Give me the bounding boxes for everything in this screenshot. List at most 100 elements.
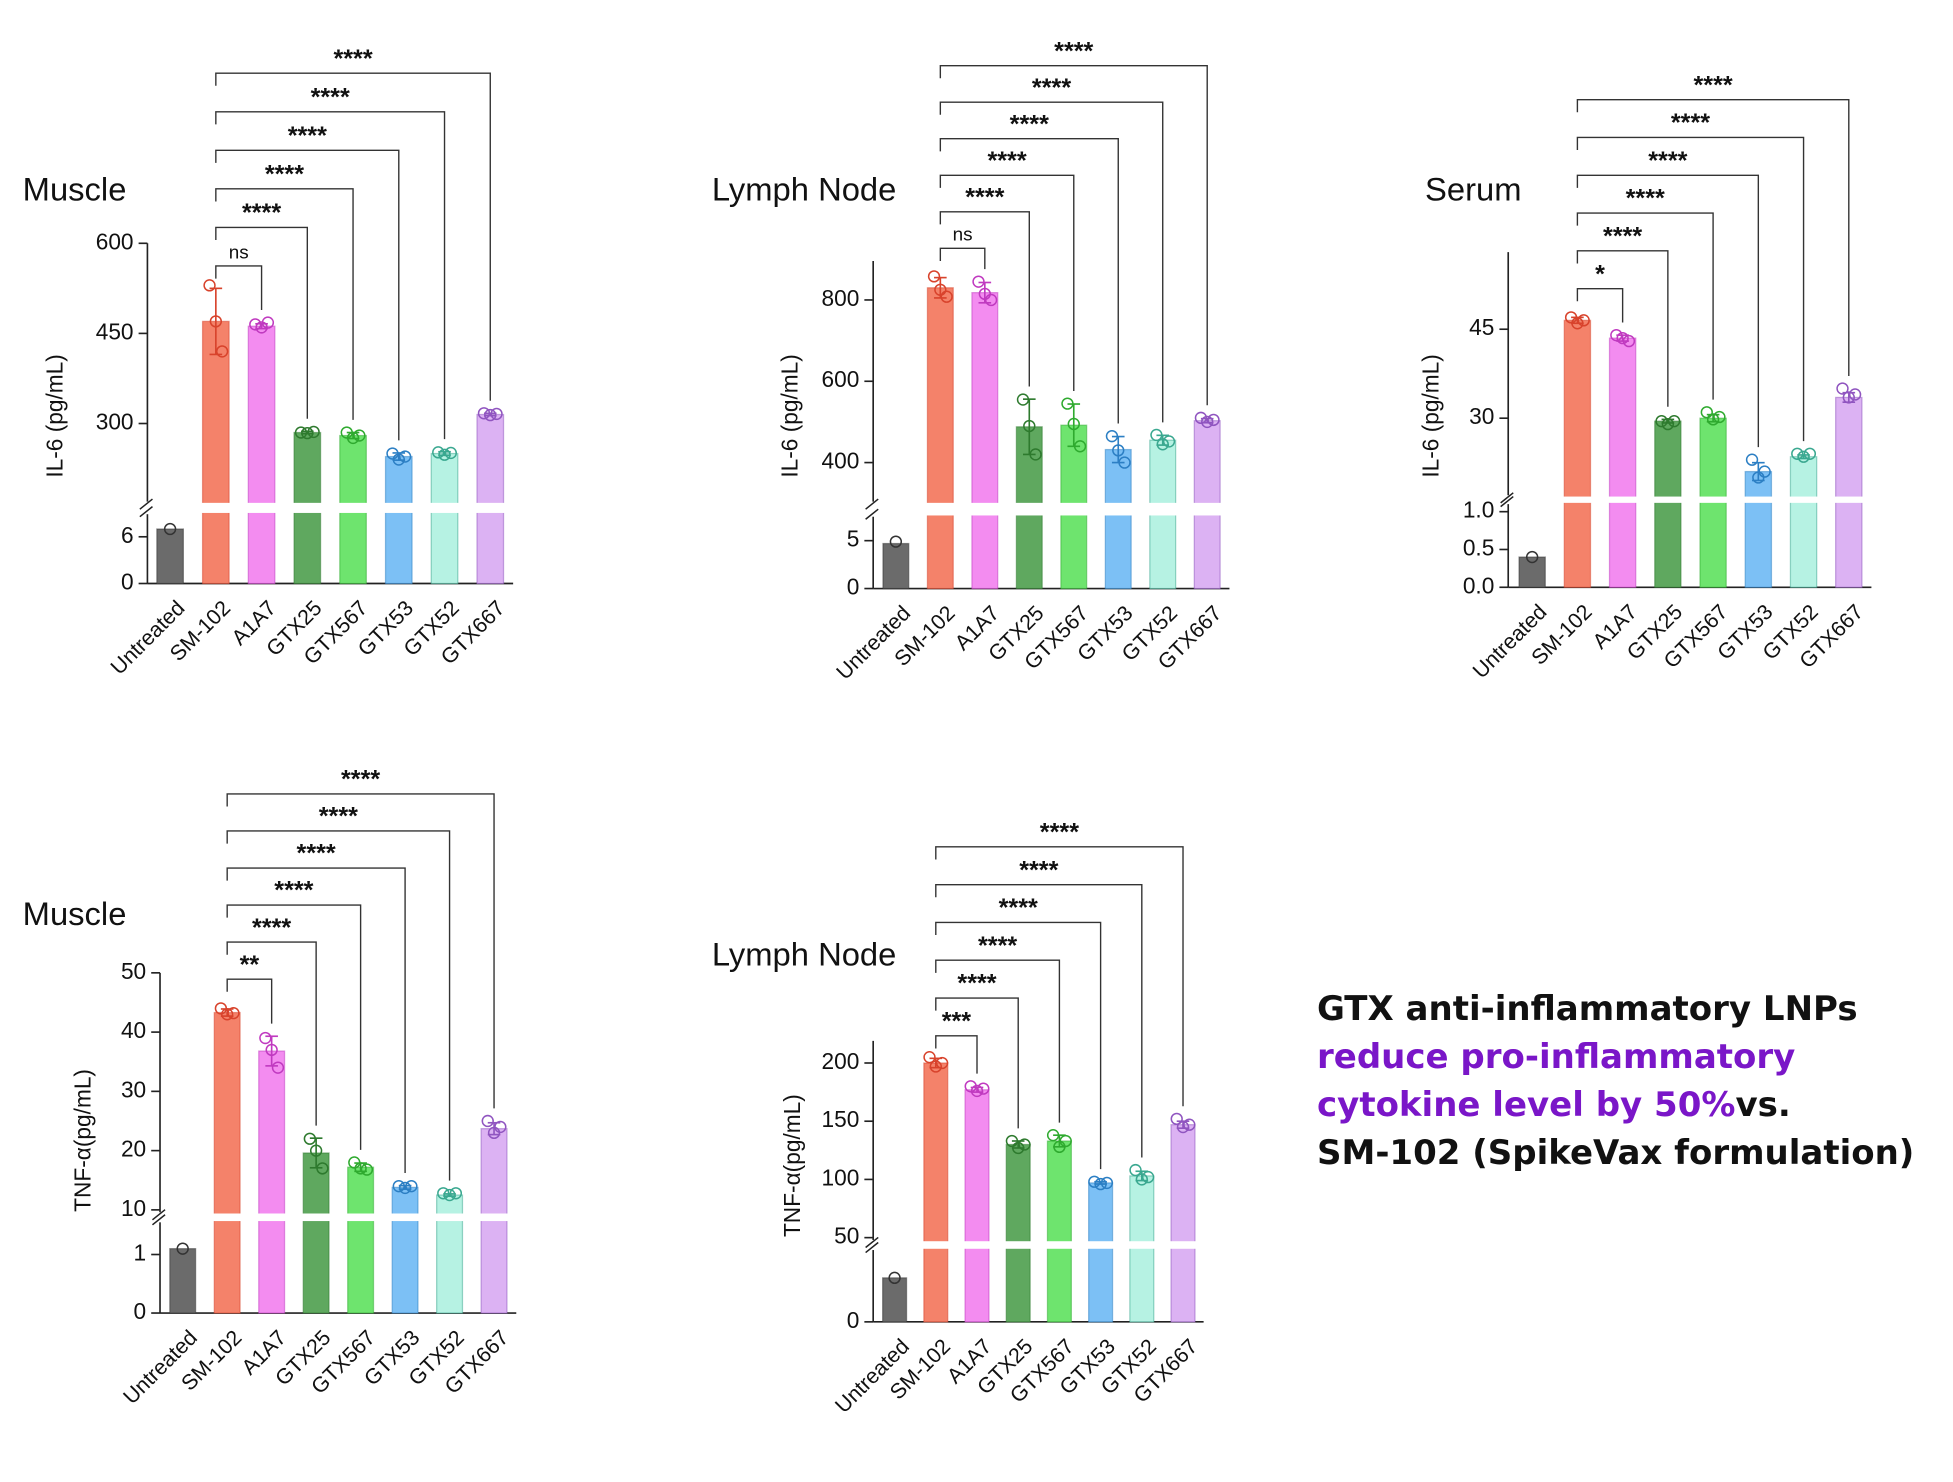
y-tick-label: 0.0 (1463, 572, 1495, 598)
break-gap (389, 1213, 421, 1222)
bar (1789, 456, 1818, 588)
break-gap (256, 1213, 288, 1222)
data-point (1129, 1163, 1142, 1177)
summary: GTX anti-inflammatory LNPs reduce pro-inf… (1317, 985, 1953, 1177)
data-point (1156, 438, 1169, 451)
data-point (888, 1271, 901, 1285)
data-point (309, 1144, 323, 1157)
data-point (354, 1162, 367, 1175)
break-gap (200, 502, 232, 513)
break-gap (1058, 502, 1090, 516)
data-point (984, 293, 998, 307)
bar (156, 528, 184, 585)
data-point (927, 270, 941, 283)
data-point (249, 318, 262, 331)
significance-bracket (935, 846, 1184, 1107)
significance-label: **** (1040, 819, 1079, 847)
data-point (1059, 1134, 1072, 1148)
break-gap (434, 1213, 465, 1222)
bar (882, 542, 910, 590)
bar (430, 452, 459, 585)
y-tick-label: 450 (96, 318, 134, 344)
break-gap (1086, 1241, 1116, 1249)
data-point (444, 446, 458, 460)
break-gap (291, 502, 324, 513)
significance-bracket (226, 793, 495, 1109)
data-point (494, 1120, 507, 1134)
data-point (294, 426, 308, 439)
data-point (307, 425, 320, 439)
summary-tail: vs. (1735, 1085, 1791, 1125)
break-gap (383, 502, 415, 513)
y-tick-label: 1 (134, 1239, 147, 1265)
data-point (935, 1056, 949, 1070)
significance-bracket (1576, 136, 1805, 442)
y-tick-label: 600 (821, 366, 859, 392)
break-gap (245, 502, 278, 513)
y-tick-label: 0 (847, 574, 860, 600)
significance-label: ns (953, 225, 973, 246)
data-point (163, 522, 177, 536)
significance-bracket (215, 111, 446, 440)
break-gap (337, 502, 369, 513)
data-point (392, 453, 405, 466)
data-point (316, 1162, 329, 1175)
y-tick-label: 300 (96, 408, 134, 434)
data-point (1525, 550, 1539, 564)
bar (1170, 1124, 1196, 1323)
data-point (1012, 1141, 1025, 1155)
data-point (398, 450, 412, 463)
data-point (1194, 411, 1208, 425)
data-point (1061, 397, 1074, 410)
data-point (1842, 391, 1855, 404)
significance-label: **** (274, 877, 313, 905)
axis-break (139, 506, 153, 518)
significance-bracket (935, 1035, 978, 1074)
significance-label: **** (319, 803, 358, 831)
y-tick-label: 50 (121, 958, 146, 984)
break-gap (1652, 496, 1684, 503)
axis-break (865, 498, 879, 510)
data-point (346, 431, 360, 445)
bar (1563, 319, 1592, 588)
y-tick-label: 200 (821, 1048, 859, 1074)
axis-break (151, 1214, 166, 1226)
data-point (1571, 317, 1584, 330)
significance-bracket (215, 265, 263, 310)
break-gap (1147, 502, 1179, 516)
summary-line: GTX anti-inflammatory LNPs (1317, 989, 1858, 1029)
break-gap (962, 1241, 992, 1249)
break-gap (1742, 496, 1774, 503)
significance-label: **** (1648, 147, 1687, 175)
break-gap (1013, 502, 1045, 516)
y-axis-label: TNF-α(pg/mL) (69, 1069, 95, 1212)
bar (247, 325, 276, 585)
y-tick-label: 400 (821, 448, 859, 474)
significance-label: **** (252, 914, 291, 942)
significance-label: *** (942, 1008, 972, 1036)
significance-label: **** (1010, 110, 1049, 138)
bar (1088, 1182, 1114, 1323)
significance-bracket (226, 830, 451, 1181)
significance-label: * (1595, 260, 1605, 288)
chart-title: Lymph Node (712, 935, 896, 972)
y-tick-label: 0 (847, 1307, 860, 1333)
bar (882, 1277, 908, 1323)
data-point (221, 1008, 234, 1021)
significance-label: **** (1054, 37, 1093, 65)
data-point (1105, 429, 1119, 443)
data-point (1201, 415, 1214, 429)
y-tick-label: 50 (834, 1223, 859, 1249)
bar (1654, 420, 1682, 588)
data-point (443, 1188, 456, 1202)
break-gap (1787, 496, 1820, 503)
break-gap (1003, 1241, 1033, 1249)
axis-break (865, 508, 879, 520)
chart-title: Lymph Node (712, 170, 896, 207)
data-point (1046, 1129, 1060, 1142)
significance-label: **** (987, 147, 1026, 175)
significance-bracket (1576, 287, 1624, 323)
significance-bracket (226, 941, 317, 1126)
break-gap (1102, 502, 1134, 516)
